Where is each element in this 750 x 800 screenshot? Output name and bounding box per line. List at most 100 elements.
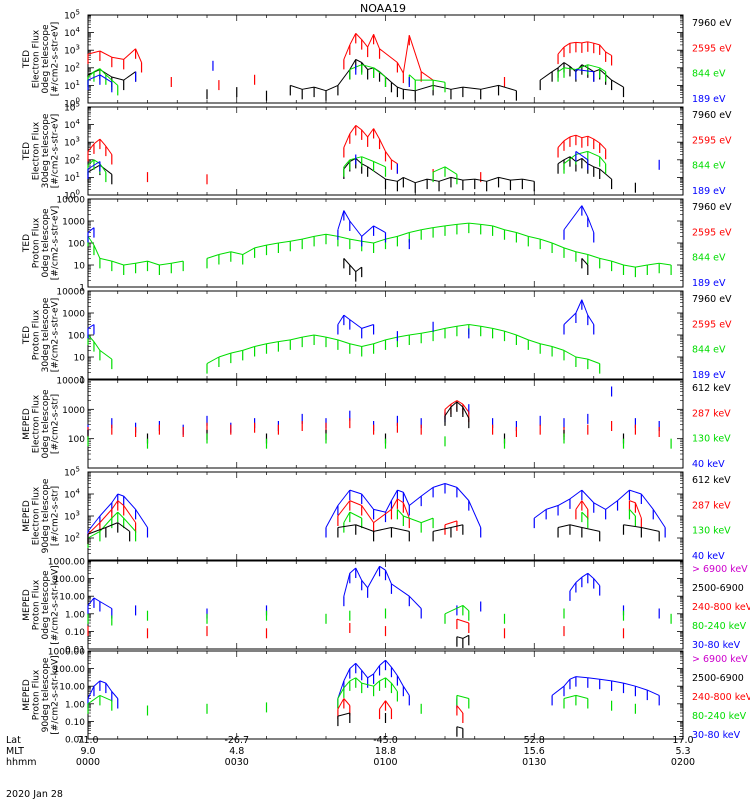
data-segment <box>432 84 452 90</box>
y-tick-label: 1.00 <box>65 700 85 710</box>
data-segment <box>87 685 95 699</box>
legend-entry: 130 keV <box>692 434 731 445</box>
data-segment <box>147 260 160 266</box>
data-segment <box>117 493 124 497</box>
data-segment <box>379 48 398 63</box>
data-segment <box>528 339 541 345</box>
data-segment <box>391 159 398 165</box>
data-segment <box>93 159 101 165</box>
data-segment <box>432 527 452 532</box>
data-segment <box>397 232 410 237</box>
data-segment <box>302 235 315 240</box>
data-segment <box>93 597 101 602</box>
data-segment <box>563 678 571 687</box>
y-tick-label: 1000.00 <box>48 648 85 658</box>
legend-entry: 2500-6900 <box>692 673 744 684</box>
data-segment <box>337 489 351 506</box>
data-segment <box>254 343 267 347</box>
data-segment <box>551 67 559 73</box>
data-segment <box>367 67 374 70</box>
data-segment <box>361 682 374 687</box>
data-segment <box>117 522 130 532</box>
y-tick-label: 105 <box>64 9 80 22</box>
data-segment <box>641 527 660 532</box>
data-segment <box>587 150 600 158</box>
data-segment <box>379 659 386 666</box>
data-segment <box>551 685 565 696</box>
data-segment <box>432 166 446 173</box>
data-segment <box>462 178 475 181</box>
plot-title: NOAA19 <box>360 2 406 15</box>
y-tick-label: 104 <box>64 118 80 131</box>
legend-entry: 240-800 keV <box>692 602 750 613</box>
data-segment <box>87 324 95 329</box>
data-segment <box>87 227 95 233</box>
legend-entry: 7960 eV <box>692 202 732 213</box>
data-segment <box>587 67 595 73</box>
data-segment <box>462 406 470 419</box>
data-segment <box>349 500 362 506</box>
data-segment <box>99 163 107 173</box>
series-green <box>87 604 672 626</box>
data-segment <box>171 260 184 264</box>
legend-entry: 2595 eV <box>692 135 732 146</box>
data-segment <box>111 260 124 266</box>
data-segment <box>635 685 648 691</box>
data-segment <box>629 509 636 517</box>
series-black <box>343 258 589 282</box>
series-blue <box>87 299 595 342</box>
series-black <box>456 634 470 648</box>
legend-entry: 612 keV <box>692 383 731 394</box>
data-segment <box>516 334 529 341</box>
data-segment <box>450 400 458 405</box>
footer-value: -26.7 <box>224 735 249 746</box>
data-segment <box>480 325 493 329</box>
data-segment <box>557 498 571 506</box>
footer-value: 0030 <box>225 757 249 768</box>
data-segment <box>111 691 119 699</box>
data-segment <box>563 694 577 699</box>
legend-entry: 287 keV <box>692 500 731 511</box>
footer-value: 5.3 <box>675 746 690 757</box>
data-segment <box>456 726 463 729</box>
data-segment <box>599 142 607 150</box>
data-segment <box>355 567 363 581</box>
y-axis-label: MEPEDProton Flux90deg telescope[#/cm2-s-… <box>22 655 61 734</box>
legend-entry: 844 eV <box>692 161 726 172</box>
data-segment <box>361 240 374 244</box>
data-segment <box>367 566 380 589</box>
y-axis-label: TEDElectron Flux0deg telescope[#/cm2-s-s… <box>22 22 61 97</box>
y-tick-label: 10000 <box>56 377 85 387</box>
data-segment <box>361 579 369 589</box>
data-segment <box>545 505 559 510</box>
data-segment <box>218 251 231 255</box>
data-segment <box>385 659 392 668</box>
data-segment <box>93 244 101 259</box>
data-segment <box>581 205 589 218</box>
legend-entry: > 6900 keV <box>692 654 748 665</box>
data-segment <box>325 84 339 92</box>
data-segment <box>593 69 600 73</box>
data-segment <box>266 242 279 246</box>
data-segment <box>349 662 357 669</box>
data-segment <box>498 84 517 92</box>
data-segment <box>444 325 457 329</box>
data-segment <box>373 339 386 345</box>
series-red <box>87 618 625 639</box>
data-segment <box>314 233 327 237</box>
data-segment <box>433 79 446 83</box>
data-segment <box>563 154 577 165</box>
data-segment <box>462 605 470 612</box>
legend-entry: 612 keV <box>692 475 731 486</box>
date-label: 2020 Jan 28 <box>6 789 63 800</box>
legend-entry: 240-800 keV <box>692 692 750 703</box>
footer-row-label: Lat <box>6 735 21 746</box>
data-segment <box>575 676 588 679</box>
data-segment <box>385 76 392 83</box>
data-segment <box>105 522 118 528</box>
data-segment <box>105 74 113 81</box>
data-segment <box>438 176 452 182</box>
legend-entry: 2595 eV <box>692 227 732 238</box>
data-segment <box>343 511 351 523</box>
data-segment <box>349 319 362 329</box>
